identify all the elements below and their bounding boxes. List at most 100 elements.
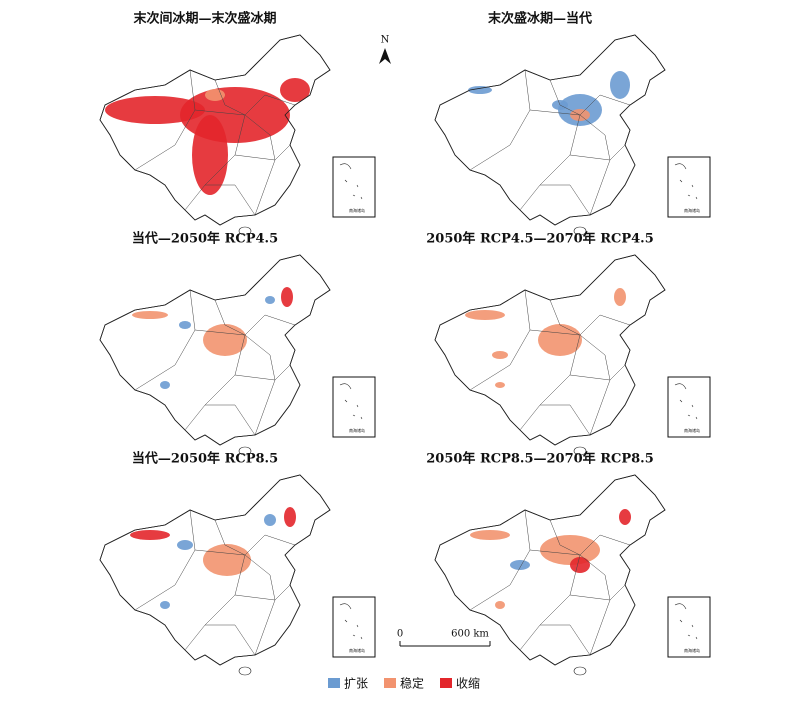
province-border <box>579 114 611 216</box>
scale-bar: 0 600 km <box>397 629 491 647</box>
inset-frame <box>332 596 376 658</box>
inset-islands <box>339 383 363 420</box>
range-patch <box>177 540 193 550</box>
province-border <box>469 509 531 611</box>
panel-title: 当代—2050年 RCP4.5 <box>132 231 278 247</box>
legend-label: 稳定 <box>400 676 424 691</box>
inset-label: 南海诸岛 <box>349 427 365 433</box>
inset-label: 南海诸岛 <box>349 207 365 213</box>
province-border <box>214 519 246 556</box>
range-patch <box>610 71 630 99</box>
range-patch <box>492 351 508 359</box>
province-border <box>205 184 256 216</box>
hainan-island <box>238 446 252 456</box>
province-border <box>134 509 196 611</box>
province-border <box>540 404 591 436</box>
panel-title: 当代—2050年 RCP8.5 <box>132 451 278 467</box>
range-patch <box>130 530 170 540</box>
panel-title: 末次间冰期—末次盛冰期 <box>132 11 276 27</box>
province-border <box>194 94 296 116</box>
country-outline-stroke <box>99 474 331 666</box>
province-border <box>205 624 256 656</box>
province-border <box>529 94 631 116</box>
range-patch <box>619 509 631 525</box>
panel-title: 末次盛冰期—当代 <box>487 11 592 27</box>
province-border <box>519 554 581 651</box>
inset-frame <box>667 596 711 658</box>
inset-islands <box>674 383 698 420</box>
legend-label: 扩张 <box>344 677 368 691</box>
hainan-island <box>238 666 252 676</box>
range-patch <box>468 86 492 94</box>
province-border <box>549 519 581 556</box>
legend-swatch <box>328 678 340 688</box>
province-border <box>529 534 631 556</box>
province-border <box>214 299 246 336</box>
hainan-island <box>573 446 587 456</box>
range-patch <box>470 530 510 540</box>
province-border <box>184 334 246 431</box>
inset-islands <box>339 603 363 640</box>
province-border <box>540 184 591 216</box>
province-border <box>469 69 531 171</box>
country-outline-stroke <box>434 254 666 446</box>
province-border <box>540 624 591 656</box>
map-panel: 2050年 RCP8.5—2070年 RCP8.5 南海诸岛 <box>426 451 711 676</box>
inset-label: 南海诸岛 <box>684 207 700 213</box>
country-outline-stroke <box>99 254 331 446</box>
inset-label: 南海诸岛 <box>684 647 700 653</box>
country-outline-stroke <box>99 34 331 226</box>
range-patch <box>205 89 225 101</box>
range-patch <box>179 321 191 329</box>
range-patch <box>538 324 582 356</box>
scale-end: 600 km <box>451 629 489 640</box>
scale-start: 0 <box>397 629 403 640</box>
province-border <box>519 114 581 211</box>
province-border <box>205 404 256 436</box>
panel-title: 2050年 RCP8.5—2070年 RCP8.5 <box>426 451 654 467</box>
hainan-island <box>238 226 252 236</box>
inset-frame <box>332 376 376 438</box>
country-outline-stroke <box>434 34 666 226</box>
range-patch <box>495 601 505 609</box>
range-patch <box>614 288 626 306</box>
map-panel: 2050年 RCP4.5—2070年 RCP4.5 南海诸岛 <box>426 231 711 456</box>
range-patch <box>160 381 170 389</box>
inset-islands <box>674 163 698 200</box>
range-patch <box>495 382 505 388</box>
country-outline <box>434 34 666 226</box>
country-outline-stroke <box>434 474 666 666</box>
province-border <box>579 554 611 656</box>
hainan-island <box>573 226 587 236</box>
range-patch <box>510 560 530 570</box>
legend-swatch <box>384 678 396 688</box>
range-patch <box>203 324 247 356</box>
province-border <box>244 554 276 656</box>
inset-islands <box>674 603 698 640</box>
legend-swatch <box>440 678 452 688</box>
north-label: N <box>381 35 390 46</box>
map-panel: 当代—2050年 RCP4.5 南海诸岛 <box>99 231 376 456</box>
map-panel: 当代—2050年 RCP8.5 南海诸岛 <box>99 451 376 676</box>
inset-label: 南海诸岛 <box>684 427 700 433</box>
legend: 扩张 稳定 收缩 <box>328 676 480 691</box>
province-border <box>529 314 631 336</box>
province-border <box>549 299 581 336</box>
province-border <box>549 79 581 116</box>
range-patch <box>280 78 310 102</box>
range-patch <box>465 310 505 320</box>
province-border <box>194 314 296 336</box>
hainan-island <box>573 666 587 676</box>
range-patch <box>264 514 276 526</box>
inset-frame <box>332 156 376 218</box>
north-arrow-icon <box>379 48 391 64</box>
province-border <box>194 534 296 556</box>
inset-islands <box>339 163 363 200</box>
province-border <box>184 554 246 651</box>
inset-frame <box>667 156 711 218</box>
north-arrow: N <box>379 35 391 64</box>
province-border <box>134 289 196 391</box>
